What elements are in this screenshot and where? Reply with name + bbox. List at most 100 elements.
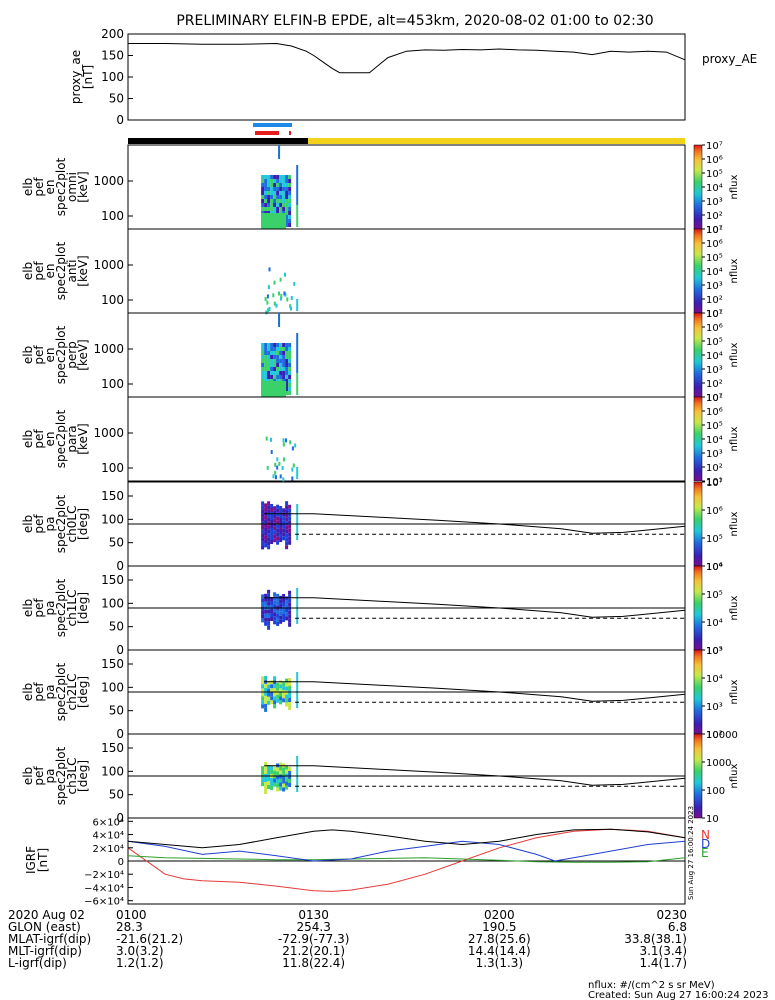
spectrogram-cell bbox=[264, 375, 268, 379]
spectrogram-cell bbox=[261, 195, 265, 199]
spectrogram-cell bbox=[267, 359, 271, 363]
panel-ylabel-line: [keV] bbox=[76, 255, 90, 286]
spectrogram-cell bbox=[267, 285, 270, 290]
spectrogram-cell bbox=[276, 621, 280, 626]
spectrogram-cell bbox=[270, 696, 274, 701]
spectrogram-cell bbox=[267, 680, 271, 685]
panel-frame bbox=[127, 312, 686, 398]
spectrogram-cell bbox=[288, 590, 292, 595]
spectrogram-cell bbox=[285, 781, 289, 786]
spectrogram-cell bbox=[282, 442, 285, 447]
footer-row-value: 11.8(22.4) bbox=[282, 956, 345, 970]
spectrogram-cell bbox=[279, 367, 283, 371]
colorbar-label: 10³ bbox=[706, 365, 723, 376]
spectrogram-cell bbox=[289, 304, 292, 309]
spectrogram-cell bbox=[285, 765, 289, 770]
spectrogram-cell bbox=[282, 532, 286, 537]
spectrogram-cell bbox=[282, 682, 286, 687]
colorbar-label: 10⁵ bbox=[706, 337, 723, 348]
panel-frame bbox=[127, 144, 686, 230]
spectrogram-cell bbox=[279, 538, 283, 542]
spectrogram-cell bbox=[273, 359, 277, 363]
panel-pa-spec-ch3: 050100150elbpefpaspec2plotch3LC[deg]1010… bbox=[21, 730, 740, 825]
spectrogram-cell bbox=[276, 686, 280, 691]
spectrogram-cell bbox=[282, 375, 286, 379]
colorbar-label: 10⁷ bbox=[706, 393, 723, 404]
igrf-ylabel: IGRF [nT] bbox=[24, 846, 50, 874]
spectrogram-cell bbox=[276, 783, 280, 788]
spectrogram-cell bbox=[285, 387, 289, 391]
igrf-yticks: 6×10⁴ 4×10⁴ 2×10⁴ 0 −2×10⁴ −4×10⁴ −6×10⁴ bbox=[84, 817, 133, 908]
panel-ylabel-line: spec2plot bbox=[54, 157, 68, 216]
spectrogram-cell bbox=[288, 702, 292, 706]
spectrogram-cell bbox=[276, 457, 279, 462]
spectrogram-cell bbox=[267, 773, 271, 777]
panel-ylabel-line: pef bbox=[32, 345, 46, 365]
spectrogram-cell bbox=[267, 199, 271, 203]
spectrogram-cell bbox=[267, 533, 271, 538]
spectrogram-cell bbox=[276, 175, 280, 179]
spectrogram-cell bbox=[264, 527, 268, 532]
spectrogram-cell bbox=[276, 191, 280, 195]
spectrogram-cell bbox=[285, 541, 289, 546]
created-note: Created: Sun Aug 27 16:00:24 2023 bbox=[588, 990, 768, 1000]
spectrogram-cell bbox=[261, 355, 265, 359]
spectrogram-cell bbox=[276, 617, 280, 622]
colorbar-unit: nflux bbox=[729, 595, 740, 620]
spectrogram-cell bbox=[264, 790, 268, 794]
footer-row-value: 0130 bbox=[298, 908, 329, 922]
spectrogram-cell bbox=[282, 771, 286, 776]
spectrogram-cell bbox=[288, 347, 292, 351]
loss-cone-line bbox=[264, 765, 686, 786]
spectrogram-cell bbox=[282, 351, 286, 355]
spectrogram-cell bbox=[264, 699, 268, 704]
spectrogram-cell bbox=[274, 462, 277, 467]
spectrogram-cell bbox=[285, 678, 289, 683]
spectrogram-cell bbox=[264, 507, 268, 512]
spectrogram-cell bbox=[282, 516, 286, 521]
spectrogram-cell bbox=[261, 700, 265, 705]
spectrogram-cell bbox=[279, 770, 283, 775]
panel-ylabel-line: en bbox=[43, 264, 57, 279]
panel-ylabel-line: elb bbox=[21, 599, 35, 617]
spectrogram-cell bbox=[261, 517, 265, 522]
spectrogram-cell bbox=[285, 359, 289, 363]
footer-ephemeris: 2020 Aug 02 0100 0130 0200 0230 GLON (east) 28… bbox=[8, 908, 687, 970]
spectrogram-cell bbox=[264, 355, 268, 359]
colorbar-label: 10³ bbox=[706, 449, 723, 460]
spectrogram-cell bbox=[273, 183, 277, 187]
spectrogram-cell bbox=[264, 613, 268, 618]
colorbar: 10³ 10⁴ 10⁵ 10⁶ nflux bbox=[693, 562, 740, 657]
igrf-ylabel-line-1: IGRF bbox=[24, 846, 38, 874]
colorbar-label: 10⁶ bbox=[706, 239, 723, 250]
spectrogram-cell bbox=[270, 770, 274, 774]
spectrogram-cell bbox=[267, 513, 271, 518]
panel-ylabel-line: spec2plot bbox=[54, 578, 68, 637]
colorbar-label: 10⁵ bbox=[706, 421, 723, 432]
ae-ytick-label: 100 bbox=[101, 70, 124, 84]
ytick-label: 0 bbox=[116, 727, 124, 741]
panel-ylabel-line: spec2plot bbox=[54, 325, 68, 384]
spectrogram-cell bbox=[288, 698, 292, 702]
panel-ylabel-line: ch3LC bbox=[65, 758, 79, 795]
vertical-timestamp: Sun Aug 27 16:00:24 2023 bbox=[687, 806, 695, 900]
colorbar-gradient bbox=[693, 228, 703, 314]
igrf-ytick-label: 2×10⁴ bbox=[93, 844, 124, 855]
spectrogram-cell bbox=[261, 359, 265, 363]
footer-row-value: 28.3 bbox=[116, 920, 143, 934]
colorbar-label: 10⁷ bbox=[706, 225, 723, 236]
panel-en-spec-perp: 1001000elbpefenspec2plotperp[keV]10¹10²1… bbox=[21, 309, 740, 404]
colorbar-label: 10000 bbox=[706, 730, 738, 741]
spectrogram-cell bbox=[279, 680, 283, 685]
spectrogram-cell bbox=[270, 688, 274, 693]
spectrogram-cell bbox=[261, 363, 265, 367]
spectrogram-cell bbox=[282, 343, 286, 347]
spectrogram-cell bbox=[274, 470, 277, 475]
spectrogram-cell bbox=[276, 524, 280, 529]
spectrogram-cells bbox=[261, 313, 299, 397]
spectrogram-cell bbox=[282, 508, 286, 513]
sci-zone-bar-blue bbox=[253, 123, 292, 127]
spectrogram-cell bbox=[288, 223, 292, 227]
